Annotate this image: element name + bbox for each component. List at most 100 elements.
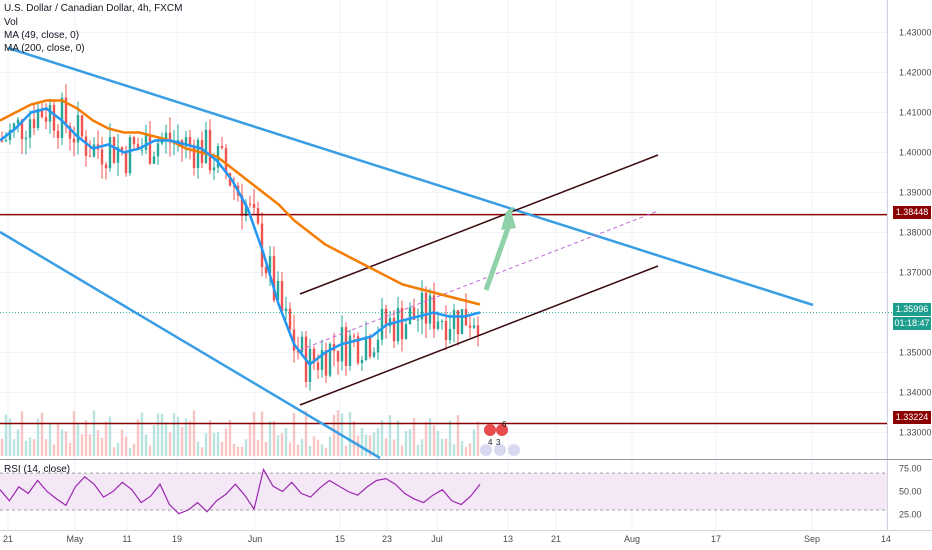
candle-body — [244, 203, 248, 217]
volume-bar — [164, 422, 168, 456]
volume-bar — [40, 412, 44, 456]
candle-body — [240, 195, 244, 217]
volume-bar — [280, 433, 284, 456]
volume-bar — [292, 412, 296, 456]
events-count-b[interactable]: 4 — [488, 438, 493, 447]
candle-body — [380, 308, 384, 340]
candle-body — [8, 129, 12, 141]
volume-bar — [452, 444, 456, 456]
y-tick-label: 1.42000 — [899, 68, 932, 78]
candle-body — [288, 308, 292, 330]
y-tick-label: 1.43000 — [899, 28, 932, 38]
candle-body — [268, 255, 272, 274]
volume-bar — [308, 446, 312, 456]
candle-body — [84, 136, 88, 156]
volume-bar — [96, 430, 100, 456]
events-count-a[interactable]: 6 — [502, 420, 507, 429]
candle-body — [344, 327, 348, 366]
volume-bar — [180, 426, 184, 456]
volume-bar — [100, 437, 104, 456]
volume-bar — [48, 423, 52, 456]
volume-bar — [468, 443, 472, 456]
volume-bar — [92, 410, 96, 456]
volume-bar — [60, 429, 64, 456]
volume-bar — [64, 431, 68, 456]
y-tick-label: 1.39000 — [899, 188, 932, 198]
volume-bar — [472, 429, 476, 456]
x-tick-label: Jun — [248, 534, 263, 544]
volume-bar — [156, 413, 160, 456]
x-tick-label: 13 — [503, 534, 513, 544]
volume-bar — [172, 413, 176, 456]
volume-legend[interactable]: Vol — [4, 17, 18, 28]
volume-bar — [372, 432, 376, 456]
candle-body — [120, 147, 124, 152]
candle-body — [392, 317, 396, 342]
candle-body — [100, 149, 104, 165]
volume-bar — [36, 418, 40, 456]
volume-bar — [252, 412, 256, 456]
volume-bar — [332, 414, 336, 456]
candle-body — [292, 329, 296, 351]
candle-body — [424, 292, 428, 324]
candle-body — [208, 129, 212, 171]
candle-body — [284, 308, 288, 312]
x-tick-label: Jul — [431, 534, 443, 544]
candle-body — [444, 320, 448, 340]
volume-bar — [128, 447, 132, 456]
volume-bar — [404, 430, 408, 456]
x-tick-label: 21 — [3, 534, 13, 544]
candle-body — [376, 339, 380, 353]
volume-bar — [208, 419, 212, 456]
current-price-badge: 1.35996 — [893, 303, 931, 316]
candle-body — [456, 310, 460, 335]
candle-body — [476, 325, 480, 336]
volume-bar — [288, 442, 292, 456]
candle-body — [452, 310, 456, 329]
volume-bar — [260, 411, 264, 456]
candle-body — [248, 203, 252, 205]
volume-bar — [184, 418, 188, 456]
volume-bar — [84, 419, 88, 456]
candle-body — [440, 320, 444, 322]
candle-body — [252, 203, 256, 209]
volume-bar — [368, 435, 372, 456]
volume-bar — [204, 433, 208, 456]
volume-bar — [428, 417, 432, 456]
candle-body — [56, 130, 60, 138]
volume-bar — [132, 443, 136, 456]
volume-bar — [200, 447, 204, 456]
rsi-legend[interactable]: RSI (14, close) — [4, 464, 71, 475]
volume-bar — [212, 432, 216, 456]
volume-bar — [460, 441, 464, 456]
volume-bar — [80, 434, 84, 456]
candle-body — [472, 325, 476, 328]
candle-body — [76, 115, 80, 143]
ma49-legend[interactable]: MA (49, close, 0) — [4, 30, 80, 41]
volume-bar — [108, 416, 112, 456]
volume-bar — [160, 413, 164, 456]
volume-bar — [124, 436, 128, 456]
candle-body — [420, 292, 424, 320]
volume-bar — [228, 419, 232, 456]
volume-bar — [168, 432, 172, 456]
candle-body — [136, 144, 140, 151]
volume-bar — [104, 421, 108, 456]
volume-bar — [412, 418, 416, 456]
y-tick-label: 1.38000 — [899, 228, 932, 238]
candle-body — [276, 281, 280, 301]
volume-bar — [344, 445, 348, 456]
candle-body — [80, 115, 84, 137]
candle-body — [388, 317, 392, 327]
rsi-tick-label: 50.00 — [899, 487, 922, 497]
candle-body — [108, 137, 112, 169]
events-count-c[interactable]: 3 — [496, 438, 501, 447]
ma200-legend[interactable]: MA (200, close, 0) — [4, 43, 85, 54]
symbol-title[interactable]: U.S. Dollar / Canadian Dollar, 4h, FXCM — [4, 3, 183, 14]
volume-bar — [28, 437, 32, 456]
volume-bar — [220, 441, 224, 456]
candle-body — [220, 145, 224, 149]
candle-body — [140, 149, 144, 151]
drawing-tools[interactable] — [0, 46, 932, 460]
